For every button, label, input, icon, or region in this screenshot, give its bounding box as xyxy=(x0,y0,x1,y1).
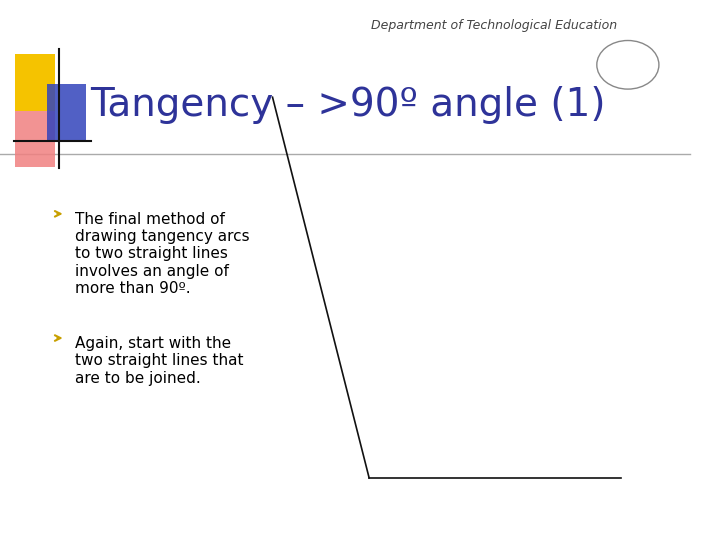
Bar xyxy=(15,54,55,111)
Text: Tangency – >90º angle (1): Tangency – >90º angle (1) xyxy=(90,86,606,124)
Bar xyxy=(15,111,55,167)
Text: Again, start with the
two straight lines that
are to be joined.: Again, start with the two straight lines… xyxy=(74,336,243,386)
Bar xyxy=(47,84,86,140)
Text: Department of Technological Education: Department of Technological Education xyxy=(372,19,618,32)
Text: The final method of
drawing tangency arcs
to two straight lines
involves an angl: The final method of drawing tangency arc… xyxy=(74,212,249,296)
